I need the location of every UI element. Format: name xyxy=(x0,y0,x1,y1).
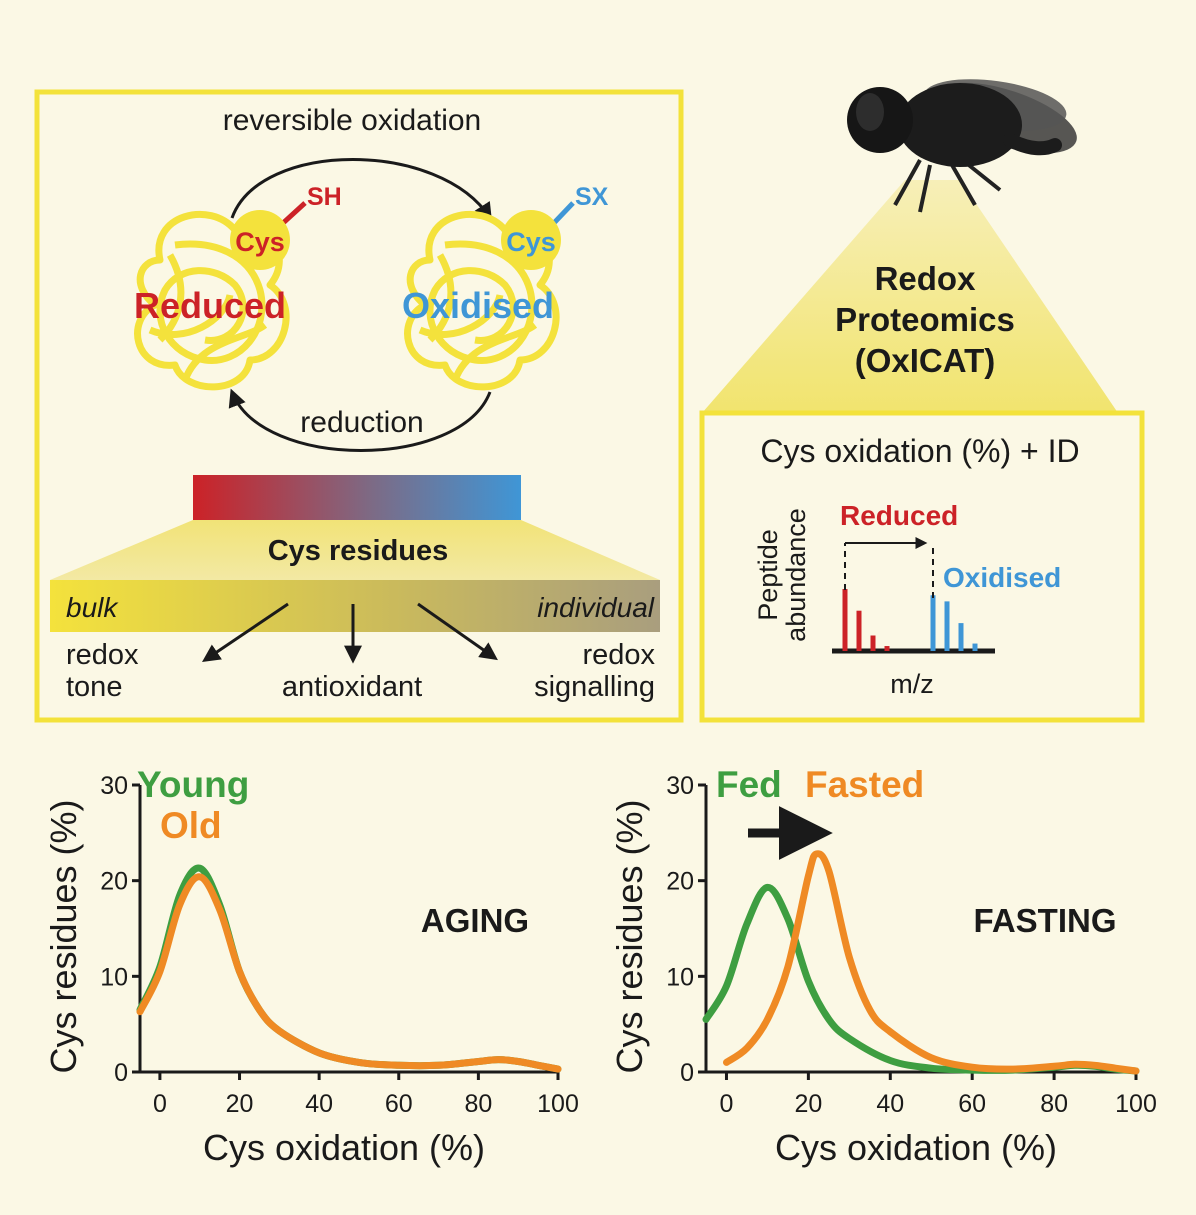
oxidised-state-label: Oxidised xyxy=(402,285,554,326)
outcome-antioxidant: antioxidant xyxy=(282,671,422,703)
proteomics-panel: Redox Proteomics (OxICAT) Cys oxidation … xyxy=(699,79,1145,723)
aging-chart-title: AGING xyxy=(421,902,529,939)
outcome-redox-signalling-line1: redox xyxy=(582,639,655,671)
legend-fed: Fed xyxy=(716,764,782,805)
y-axis-label: Cys residues (%) xyxy=(609,799,650,1073)
y-tick-label: 0 xyxy=(680,1059,694,1087)
proteomics-beam xyxy=(702,180,1118,413)
x-tick-label: 100 xyxy=(1115,1090,1157,1118)
reduction-label: reduction xyxy=(300,406,423,439)
bulk-label: bulk xyxy=(66,592,119,623)
cycle-panel-frame xyxy=(34,89,684,723)
x-axis-label: Cys oxidation (%) xyxy=(203,1127,485,1168)
y-tick-label: 20 xyxy=(666,868,694,896)
spectrum-oxidised-label: Oxidised xyxy=(943,562,1061,593)
oxidised-group-label: SX xyxy=(575,183,609,211)
oxidation-arrow xyxy=(230,158,492,222)
y-tick-label: 10 xyxy=(100,963,128,991)
legend-fasted: Fasted xyxy=(805,764,924,805)
x-tick-label: 60 xyxy=(385,1090,413,1118)
reversible-oxidation-label: reversible oxidation xyxy=(223,104,481,137)
oxidised-protein-icon xyxy=(404,211,560,391)
spectrum-peaks xyxy=(842,589,978,651)
proteomics-box-title: Cys oxidation (%) + ID xyxy=(760,433,1079,469)
oxidised-cys-label: Cys xyxy=(506,227,556,257)
cys-residues-fan xyxy=(50,520,660,580)
x-tick-label: 60 xyxy=(958,1090,986,1118)
reduced-thiol-label: SH xyxy=(307,183,342,211)
fruit-fly-icon xyxy=(847,79,1077,213)
y-tick-label: 30 xyxy=(666,772,694,800)
outcome-redox-tone-line2: tone xyxy=(66,671,122,703)
reduced-thiol-bond xyxy=(280,201,307,226)
legend-old: Old xyxy=(160,805,222,846)
individual-label: individual xyxy=(537,592,655,623)
x-axis-label: Cys oxidation (%) xyxy=(775,1127,1057,1168)
series-line-fasted xyxy=(723,850,1140,1075)
x-tick-label: 0 xyxy=(720,1090,734,1118)
reduced-cys-bead xyxy=(230,210,290,270)
x-tick-label: 40 xyxy=(876,1090,904,1118)
outcome-redox-signalling-line2: signalling xyxy=(534,671,655,703)
proteomics-box-frame xyxy=(699,410,1145,723)
x-tick-label: 20 xyxy=(226,1090,254,1118)
x-tick-label: 40 xyxy=(305,1090,333,1118)
fasting-chart: 0 10 20 30 0 20 40 60 80 100 Cys oxidation (%) Cys … xyxy=(609,772,1157,1168)
redox-cycle-panel: reversible oxidation reduction Cys SH Re… xyxy=(34,89,684,723)
x-tick-label: 0 xyxy=(153,1090,167,1118)
fasting-chart-title: FASTING xyxy=(973,902,1116,939)
redox-signalling-arrow xyxy=(417,602,498,661)
x-tick-label: 100 xyxy=(537,1090,579,1118)
spectrum-reduced-label: Reduced xyxy=(840,500,958,531)
aging-chart: 0 10 20 30 0 20 40 60 80 100 Cys oxidation (%) Cys … xyxy=(43,772,579,1168)
spectrum-ylabel-line2: abundance xyxy=(781,508,811,642)
reduced-state-label: Reduced xyxy=(134,285,286,326)
proteomics-title-line3: (OxICAT) xyxy=(855,342,996,379)
y-axis-label: Cys residues (%) xyxy=(43,799,84,1073)
proteomics-title-line2: Proteomics xyxy=(835,301,1015,338)
reduction-arrow xyxy=(228,388,492,452)
oxidised-bond xyxy=(551,201,575,226)
bulk-individual-bar xyxy=(50,580,660,632)
cys-residues-title: Cys residues xyxy=(268,535,449,567)
proteomics-title-line1: Redox xyxy=(875,260,977,297)
spectrum-xlabel: m/z xyxy=(890,669,934,699)
redox-tone-arrow xyxy=(202,602,289,663)
x-tick-label: 80 xyxy=(464,1090,492,1118)
series-line-old xyxy=(136,873,562,1073)
legend-young: Young xyxy=(137,764,249,805)
x-tick-label: 20 xyxy=(794,1090,822,1118)
outcome-redox-tone-line1: redox xyxy=(66,639,139,671)
y-tick-label: 10 xyxy=(666,963,694,991)
y-tick-label: 0 xyxy=(114,1059,128,1087)
oxidised-cys-bead xyxy=(501,210,561,270)
spectrum-ylabel-line1: Peptide xyxy=(753,529,783,621)
x-tick-label: 80 xyxy=(1040,1090,1068,1118)
reduced-cys-label: Cys xyxy=(235,227,285,257)
y-tick-label: 30 xyxy=(100,772,128,800)
y-tick-label: 20 xyxy=(100,868,128,896)
oxidation-gradient-bar xyxy=(193,475,521,520)
